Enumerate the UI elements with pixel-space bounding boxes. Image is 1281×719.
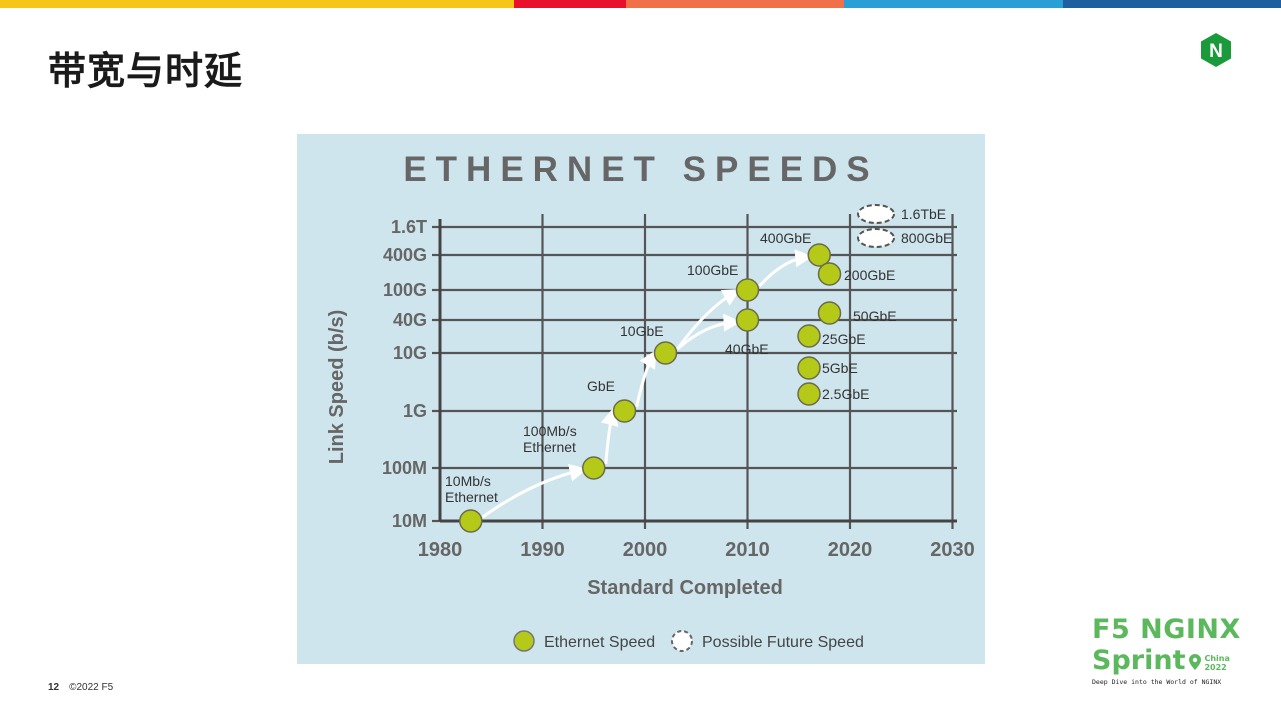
future-point (857, 204, 895, 224)
y-tick-label: 400G (383, 245, 427, 265)
data-point (807, 243, 831, 267)
legend-marker-ethernet (513, 630, 535, 652)
data-point (797, 382, 821, 406)
axis-ticks: 1.6T 400G 100G 40G 10G 1G 100M 10M 1980 1990 2000 2… (382, 217, 975, 561)
legend-marker-future (671, 630, 693, 652)
trend-arrow (600, 407, 619, 465)
y-tick-label: 100M (382, 458, 427, 478)
data-label: 25GbE (822, 331, 866, 347)
future-label: 800GbE (901, 230, 952, 246)
x-tick-label: 2020 (828, 539, 873, 561)
trend-arrow (676, 289, 741, 350)
bar-yellow (0, 0, 514, 8)
brand-title: F5 NGINX (1092, 614, 1241, 645)
data-label: 2.5GbE (822, 386, 869, 402)
data-point (797, 356, 821, 380)
data-point (735, 308, 760, 332)
data-points: 10Mb/sEthernet100Mb/sEthernetGbE10GbE40G… (445, 204, 952, 533)
y-tick-label: 10G (393, 343, 427, 363)
x-tick-label: 1990 (520, 539, 565, 561)
legend-label-ethernet: Ethernet Speed (544, 634, 655, 651)
event-brand: F5 NGINX Sprint China 2022 Deep Dive int… (1092, 614, 1242, 686)
data-point (612, 399, 637, 423)
brand-sprint-text: Sprint (1092, 645, 1186, 676)
data-point (817, 301, 842, 325)
y-axis-label: Link Speed (b/s) (326, 310, 348, 464)
bar-navy (1063, 0, 1281, 8)
trend-arrows (481, 249, 814, 519)
page-number: 12 (48, 682, 60, 693)
x-axis-label: Standard Completed (587, 577, 783, 599)
y-tick-label: 1G (403, 401, 427, 421)
data-label: 100GbE (687, 262, 738, 278)
data-label: Ethernet (523, 439, 576, 455)
future-point (857, 228, 895, 248)
x-tick-label: 2010 (725, 539, 770, 561)
data-point (735, 278, 760, 302)
legend: Ethernet Speed Possible Future Speed (513, 630, 864, 652)
chart-svg: ETHERNET SPEEDS 10Mb/sEthernet100Mb/sEth… (326, 150, 975, 652)
data-label: 50GbE (853, 308, 897, 324)
data-point (797, 324, 821, 348)
data-label: 10Mb/s (445, 473, 491, 489)
data-label: 5GbE (822, 360, 858, 376)
copyright: ©2022 F5 (69, 682, 114, 693)
legend-label-future: Possible Future Speed (702, 634, 864, 651)
x-tick-label: 1980 (418, 539, 463, 561)
trend-arrow (481, 463, 588, 519)
brand-china: China (1204, 654, 1230, 663)
y-tick-label: 40G (393, 310, 427, 330)
data-label: GbE (587, 378, 615, 394)
nginx-logo-icon: N (1201, 33, 1231, 67)
data-label: 10GbE (620, 323, 664, 339)
chart-grid (432, 214, 957, 529)
data-label: Ethernet (445, 489, 498, 505)
data-label: 100Mb/s (523, 423, 577, 439)
trend-arrow (758, 249, 814, 288)
x-tick-label: 2000 (623, 539, 668, 561)
data-label: 40GbE (725, 341, 769, 357)
data-label: 400GbE (760, 230, 811, 246)
brand-tagline: Deep Dive into the World of NGINX (1092, 678, 1222, 686)
brand-china-year: China 2022 (1204, 654, 1229, 672)
bar-orange (626, 0, 844, 8)
chart-title: ETHERNET SPEEDS (403, 150, 878, 189)
y-tick-label: 1.6T (391, 217, 427, 237)
top-color-bar (0, 0, 1281, 8)
ethernet-speeds-chart: ETHERNET SPEEDS 10Mb/s Ethernet 100Mb/s Eth… (297, 134, 985, 664)
trend-arrow (676, 313, 742, 351)
brand-year: 2022 (1204, 663, 1227, 672)
slide-title: 带宽与时延 (48, 49, 244, 93)
y-tick-label: 10M (392, 511, 427, 531)
bar-blue (844, 0, 1063, 8)
data-point (653, 341, 678, 365)
footer: 12 ©2022 F5 (48, 682, 113, 693)
future-label: 1.6TbE (901, 206, 946, 222)
x-tick-label: 2030 (930, 539, 975, 561)
location-pin-icon (1189, 654, 1202, 670)
y-tick-label: 100G (383, 280, 427, 300)
data-label: 200GbE (844, 267, 895, 283)
logo-letter: N (1209, 41, 1223, 62)
data-point (817, 262, 842, 286)
brand-sprint: Sprint China 2022 (1092, 645, 1242, 676)
bar-red (514, 0, 626, 8)
data-point (459, 509, 483, 533)
data-point (582, 456, 606, 480)
trend-arrow (635, 349, 657, 408)
